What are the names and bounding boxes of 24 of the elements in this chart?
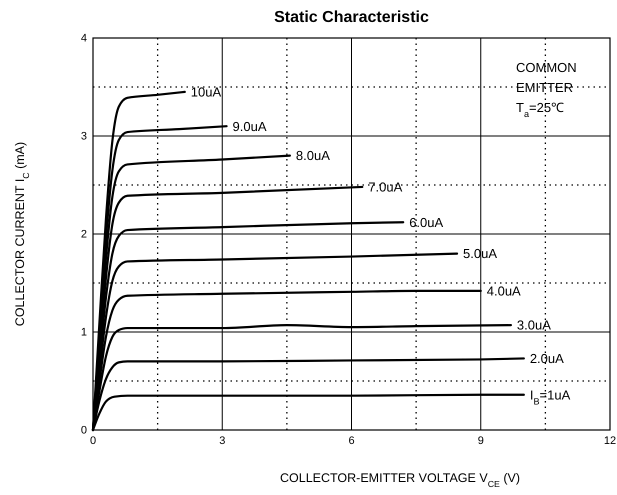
x-tick-label: 3: [219, 434, 226, 447]
annotation: COMMON: [516, 60, 577, 75]
x-tick-label: 0: [90, 434, 96, 447]
chart-title: Static Characteristic: [274, 9, 429, 26]
x-axis-title: COLLECTOR-EMITTER VOLTAGE V$_{CE}$ (V): [280, 471, 520, 489]
x-tick-label: 6: [348, 434, 355, 447]
series-label: 6.0uA: [409, 214, 444, 230]
series-label: I$_{B}$=1uA: [530, 387, 571, 406]
series-label: 3.0uA: [516, 318, 552, 333]
series-label: 10uA: [190, 84, 222, 100]
x-tick-label: 12: [604, 434, 616, 447]
annotation: EMITTER: [516, 80, 574, 95]
series-label: 7.0uA: [368, 180, 403, 195]
series-label: 4.0uA: [486, 283, 522, 298]
y-tick-label: 1: [80, 326, 87, 339]
y-tick-label: 2: [80, 228, 87, 241]
x-tick-label: 9: [478, 434, 484, 447]
series-label: 8.0uA: [296, 148, 330, 164]
series-label: 9.0uA: [232, 118, 267, 134]
y-tick-label: 4: [80, 32, 87, 45]
y-tick-label: 3: [80, 130, 87, 143]
annotation: T$_{a}$=25℃: [516, 100, 564, 119]
y-tick-label: 0: [80, 424, 87, 437]
series-label: 2.0uA: [530, 351, 564, 366]
